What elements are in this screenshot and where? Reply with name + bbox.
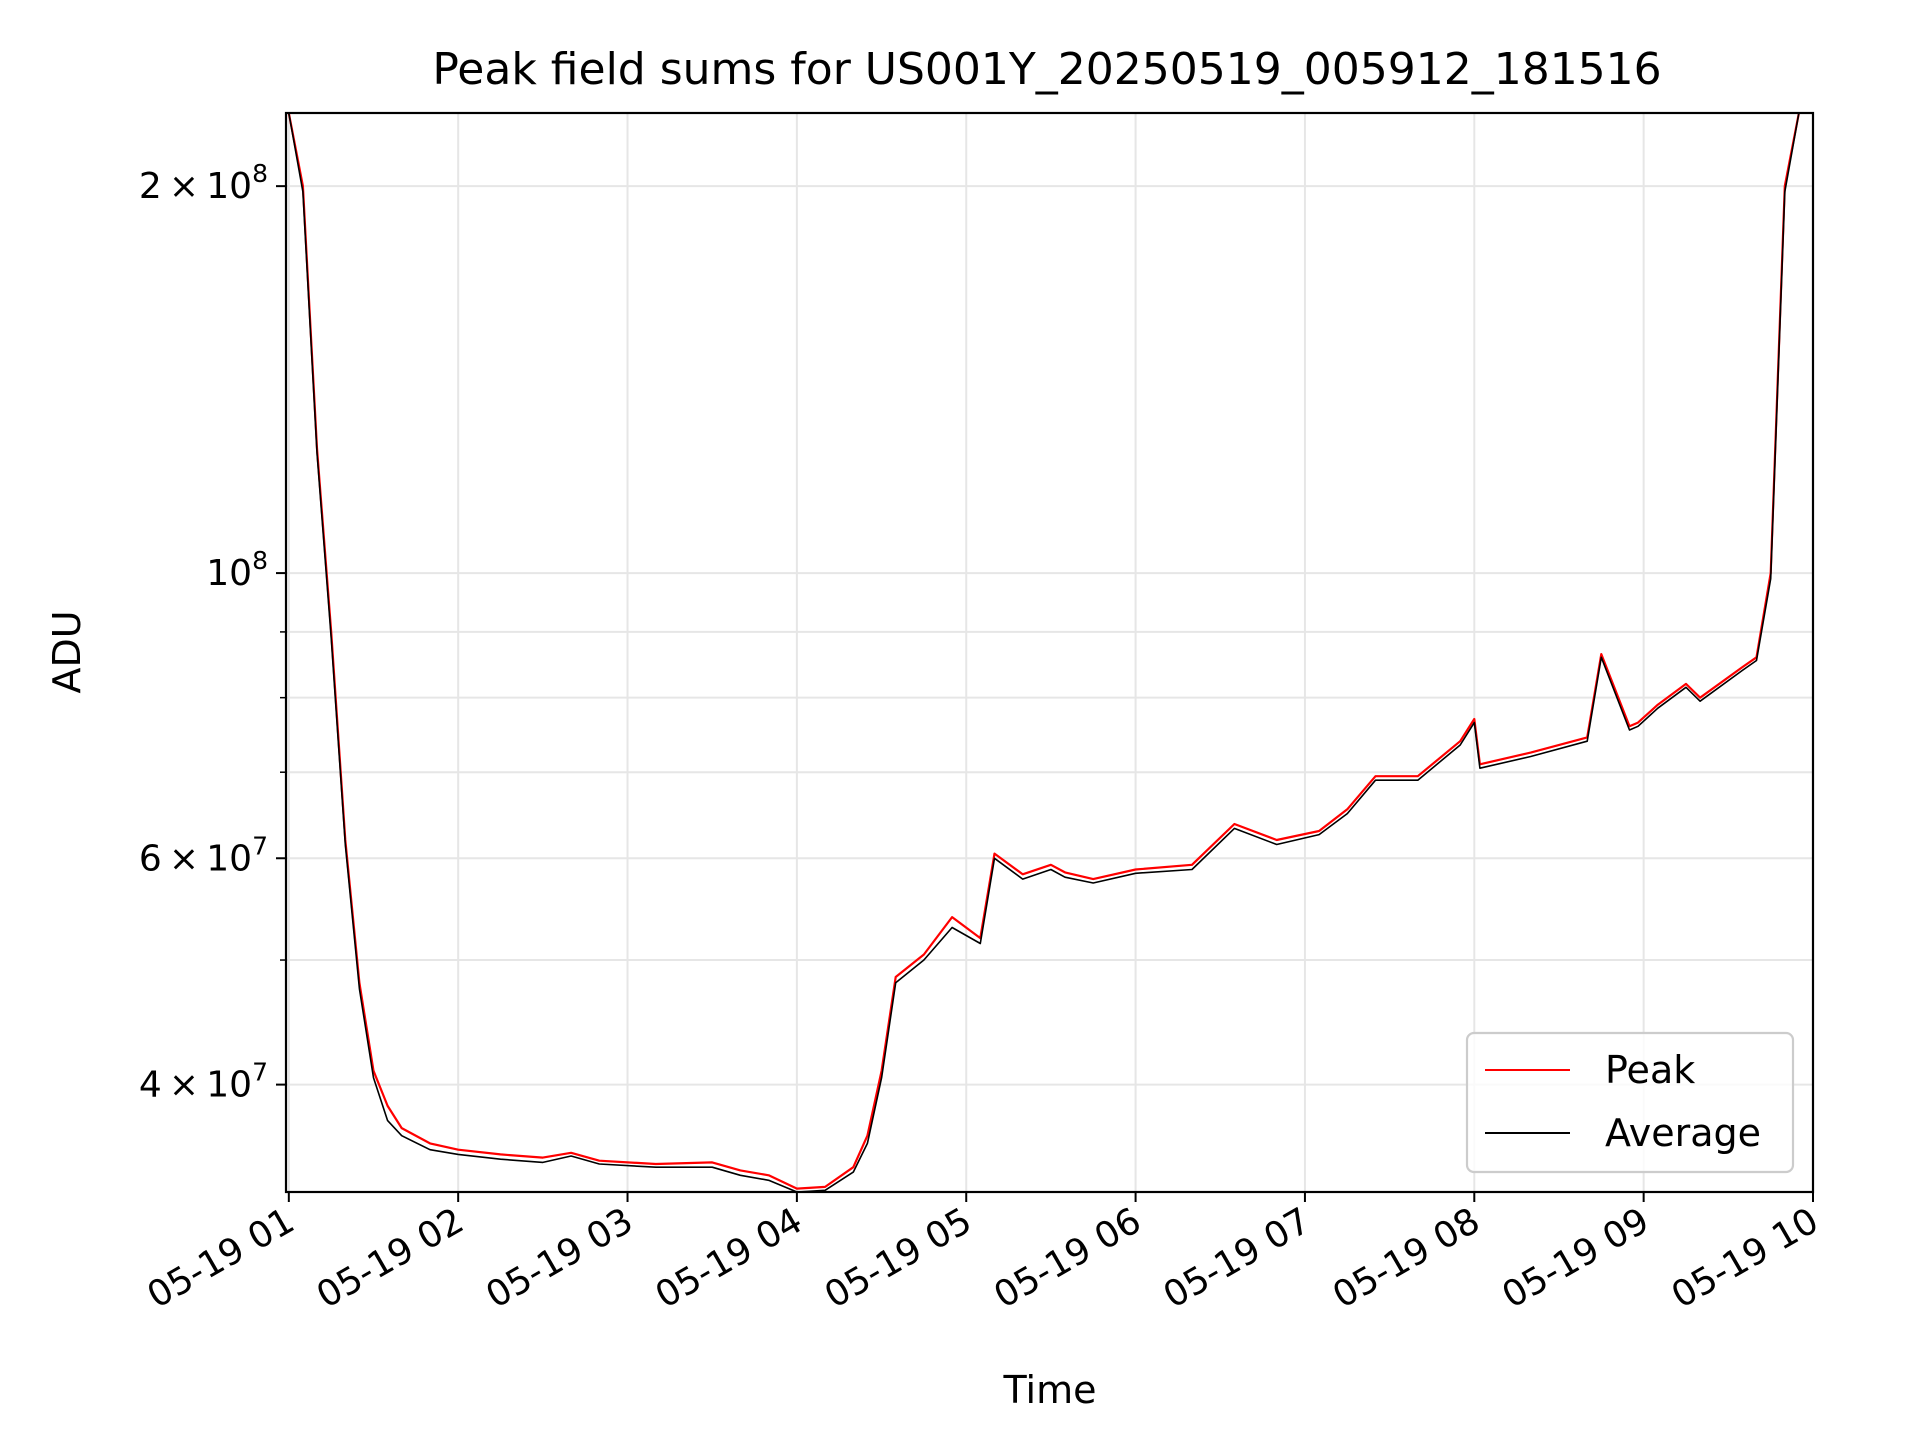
x-axis-label: Time xyxy=(1003,1368,1097,1412)
legend: Peak Average xyxy=(1465,1031,1795,1174)
y-tick-label: 108 xyxy=(206,546,268,594)
y-axis-label: ADU xyxy=(45,610,89,693)
legend-label-peak: Peak xyxy=(1605,1048,1695,1092)
y-tick-label: 4 × 107 xyxy=(139,1058,268,1106)
y-tick-label: 6 × 107 xyxy=(139,831,268,879)
series-line-average xyxy=(288,113,1800,1192)
y-tick-label: 2 × 108 xyxy=(139,159,268,207)
series-layer xyxy=(287,113,1800,1192)
legend-box xyxy=(1465,1031,1795,1174)
legend-label-average: Average xyxy=(1605,1111,1761,1155)
plot-frame xyxy=(284,111,1815,1194)
y-axis: 4 × 107 6 × 107 108 2 × 108 xyxy=(139,159,286,1106)
chart-title: Peak field sums for US001Y_20250519_0059… xyxy=(432,44,1661,95)
series-line-peak xyxy=(287,113,1800,1190)
